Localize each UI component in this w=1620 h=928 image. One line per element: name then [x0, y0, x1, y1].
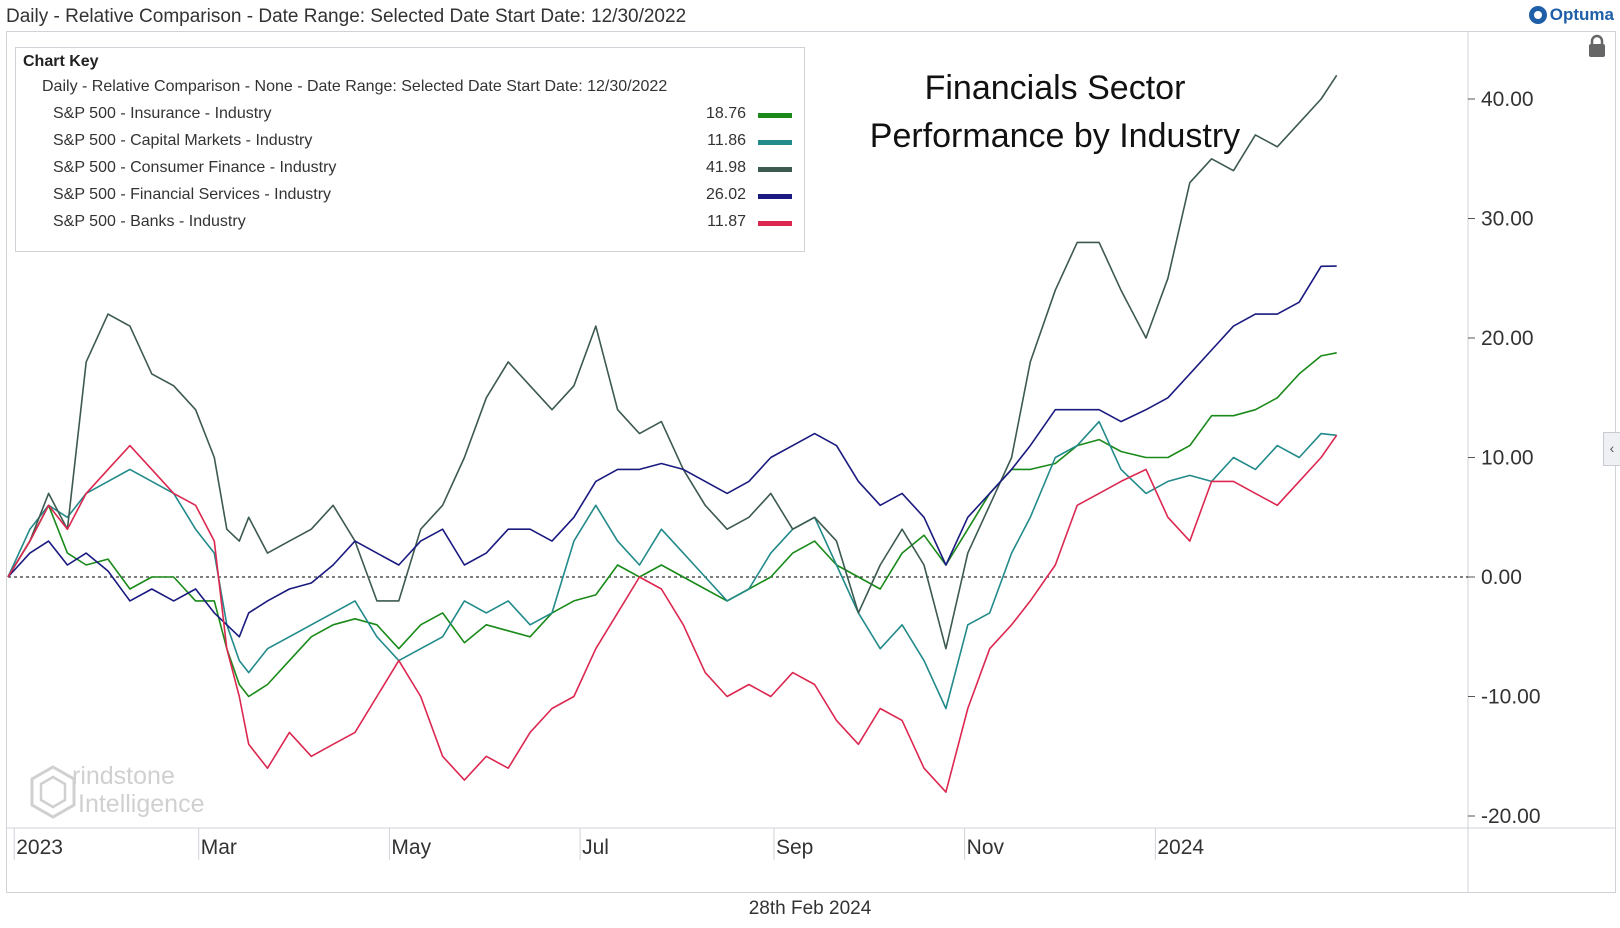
legend-swatch [758, 140, 792, 145]
legend-item-value: 26.02 [705, 186, 746, 203]
series-line-0 [7, 352, 1337, 698]
watermark-line-1: rindstone [72, 762, 175, 790]
legend-item-banks: S&P 500 - Banks - Industry 11.87 [16, 210, 804, 234]
chart-title-line-1: Financials Sector [924, 69, 1186, 107]
y-tick-label: -20.00 [1481, 805, 1541, 828]
hexagon-logo-icon [30, 765, 76, 819]
legend-item-label: S&P 500 - Capital Markets - Industry [53, 132, 313, 149]
x-tick-label: 2023 [16, 836, 63, 859]
brand-name: Optuma [1549, 5, 1614, 24]
legend-swatch [758, 194, 792, 199]
x-tick-label: Mar [201, 836, 237, 859]
footer-date: 28th Feb 2024 [748, 898, 872, 919]
legend-item-financial-services: S&P 500 - Financial Services - Industry … [16, 183, 804, 207]
legend-item-value: 11.86 [707, 132, 746, 149]
x-tick-label: Jul [582, 836, 609, 859]
legend-subtitle: Daily - Relative Comparison - None - Dat… [42, 78, 668, 95]
y-tick-label: 30.00 [1481, 208, 1534, 231]
legend-swatch [758, 167, 792, 172]
x-tick-label: 2024 [1157, 836, 1204, 859]
y-tick-label: 0.00 [1481, 566, 1522, 589]
legend-item-value: 41.98 [705, 159, 746, 176]
legend-item-label: S&P 500 - Insurance - Industry [53, 105, 272, 122]
series-line-2 [7, 74, 1338, 650]
optuma-logo-icon [1528, 6, 1547, 24]
series-line-1 [7, 420, 1337, 710]
legend-item-label: S&P 500 - Consumer Finance - Industry [53, 159, 337, 176]
y-tick-label: -10.00 [1481, 686, 1541, 709]
collapse-panel-tab[interactable]: ‹ [1603, 432, 1620, 466]
legend-item-label: S&P 500 - Financial Services - Industry [53, 186, 332, 203]
x-tick-label: Nov [967, 836, 1005, 859]
x-tick-label: Sep [776, 836, 813, 859]
chart-title: Financials Sector Performance by Industr… [855, 64, 1255, 160]
grindstone-watermark: rindstone Intelligence [28, 762, 238, 824]
y-tick-label: 40.00 [1481, 88, 1534, 111]
series-line-4 [7, 434, 1338, 793]
x-tick-label: May [391, 836, 431, 859]
series-line-3 [7, 265, 1337, 638]
legend-swatch [758, 113, 792, 118]
legend-item-insurance: S&P 500 - Insurance - Industry 18.76 [16, 102, 804, 126]
legend-heading: Chart Key [23, 53, 99, 70]
lock-icon[interactable] [1586, 34, 1608, 58]
optuma-logo: Optuma [1528, 5, 1614, 25]
legend-item-value: 11.87 [707, 213, 746, 230]
y-tick-label: 20.00 [1481, 327, 1534, 350]
chart-header-title: Daily - Relative Comparison - Date Range… [6, 6, 687, 27]
legend-item-consumer-finance: S&P 500 - Consumer Finance - Industry 41… [16, 156, 804, 180]
legend-swatch [758, 221, 792, 226]
watermark-line-2: Intelligence [78, 790, 205, 818]
legend-item-value: 18.76 [705, 105, 746, 122]
legend-item-label: S&P 500 - Banks - Industry [53, 213, 246, 230]
y-tick-label: 10.00 [1481, 447, 1534, 470]
legend-item-capital-markets: S&P 500 - Capital Markets - Industry 11.… [16, 129, 804, 153]
chart-key-legend: Chart Key Daily - Relative Comparison - … [15, 47, 805, 252]
chart-title-line-2: Performance by Industry [869, 117, 1241, 155]
